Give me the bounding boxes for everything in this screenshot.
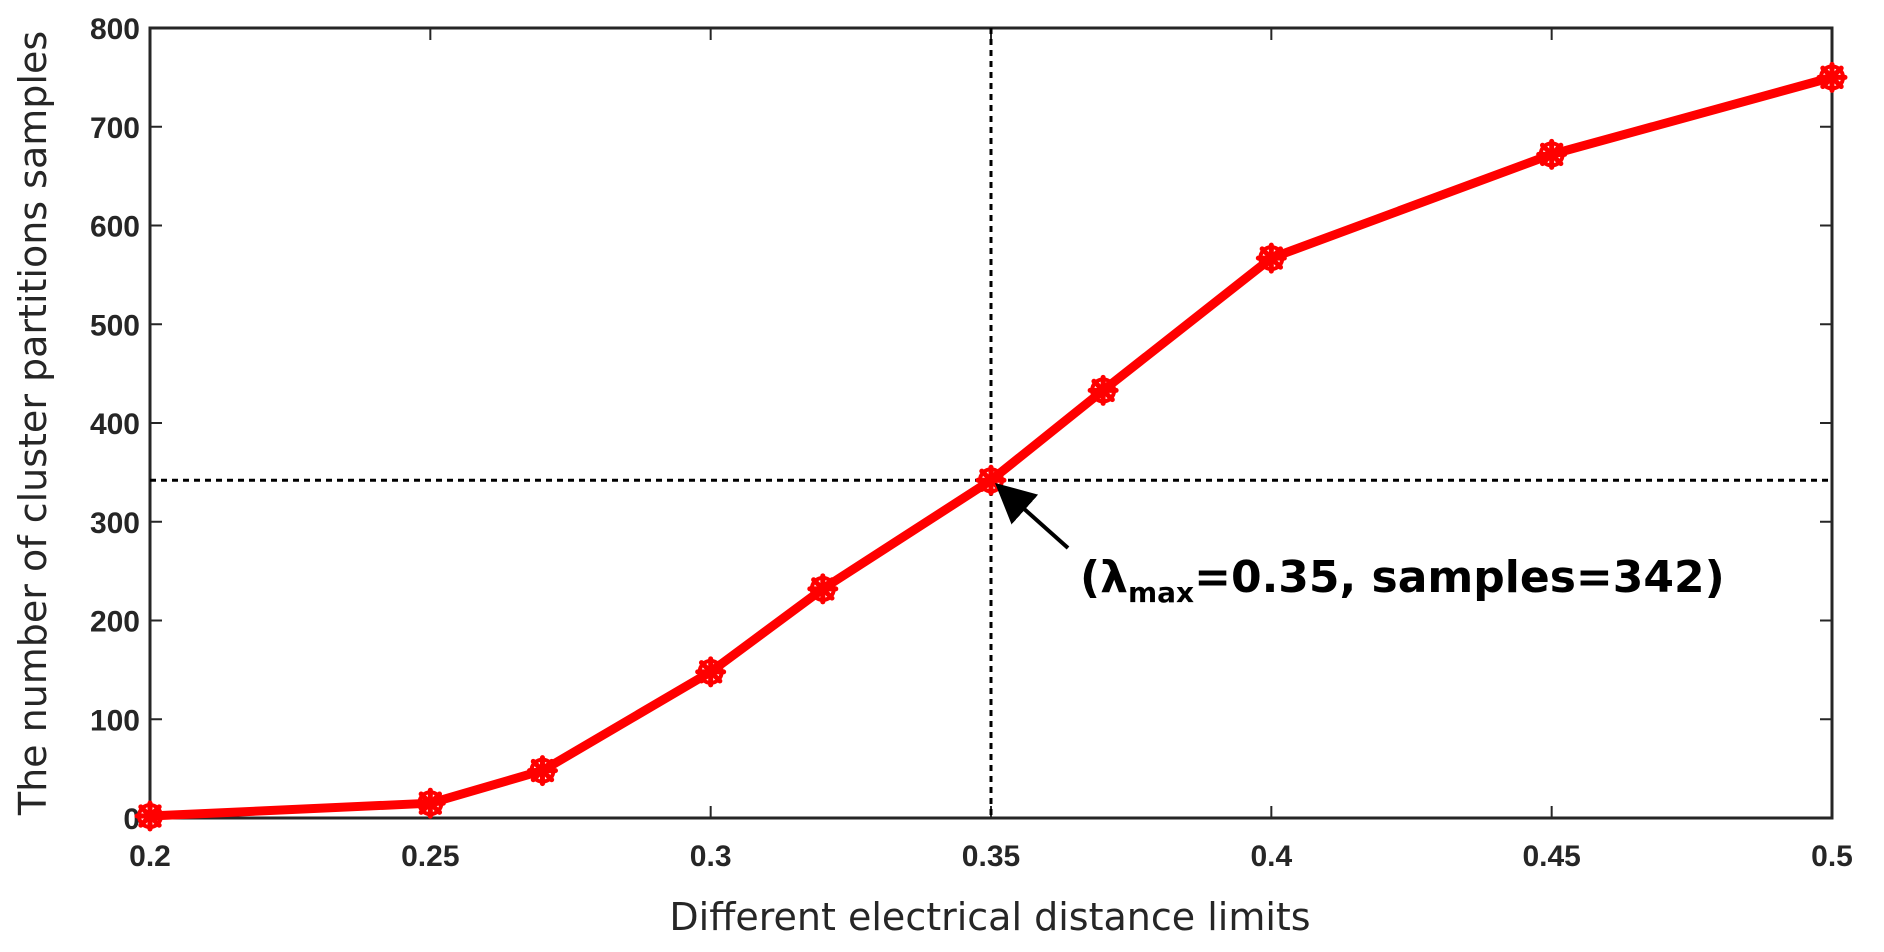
- data-point-marker: [1255, 242, 1287, 274]
- y-tick-label: 600: [90, 211, 140, 244]
- annotation-subscript: max: [1128, 576, 1194, 609]
- y-tick-label: 700: [90, 112, 140, 145]
- x-tick-label: 0.3: [690, 840, 732, 873]
- data-point-marker: [1087, 374, 1119, 406]
- data-point-marker: [695, 656, 727, 688]
- data-point-marker: [807, 573, 839, 605]
- data-point-marker: [414, 787, 446, 819]
- x-tick-label: 0.35: [962, 840, 1020, 873]
- y-tick-labels: 0 100 200 300 400 500 600 700 800: [90, 13, 140, 836]
- y-tick-label: 100: [90, 704, 140, 737]
- annotation-prefix: (λ: [1080, 552, 1128, 603]
- x-tick-label: 0.5: [1811, 840, 1853, 873]
- data-point-marker: [526, 755, 558, 787]
- x-tick-label: 0.2: [129, 840, 171, 873]
- data-point-marker: [1536, 138, 1568, 170]
- y-axis-label: The number of cluster partitions samples: [11, 31, 55, 816]
- annotation-suffix: =0.35, samples=342): [1194, 552, 1725, 603]
- x-tick-labels: 0.2 0.25 0.3 0.35 0.4 0.45 0.5: [129, 840, 1853, 873]
- y-tick-label: 800: [90, 13, 140, 46]
- y-tick-label: 200: [90, 606, 140, 639]
- x-tick-label: 0.45: [1522, 840, 1580, 873]
- annotation-arrow: [995, 482, 1070, 550]
- y-tick-label: 0: [123, 803, 140, 836]
- x-tick-label: 0.4: [1250, 840, 1292, 873]
- x-axis-label: Different electrical distance limits: [669, 895, 1310, 939]
- annotation-label: (λmax=0.35, samples=342): [1080, 552, 1725, 609]
- y-tick-label: 400: [90, 408, 140, 441]
- annotation-group: (λmax=0.35, samples=342): [995, 482, 1725, 609]
- data-point-marker: [134, 800, 166, 832]
- data-point-marker: [1816, 61, 1848, 93]
- series-group: [134, 61, 1848, 832]
- y-tick-label: 500: [90, 309, 140, 342]
- series-line: [149, 73, 1834, 821]
- x-tick-label: 0.25: [401, 840, 459, 873]
- y-tick-label: 300: [90, 507, 140, 540]
